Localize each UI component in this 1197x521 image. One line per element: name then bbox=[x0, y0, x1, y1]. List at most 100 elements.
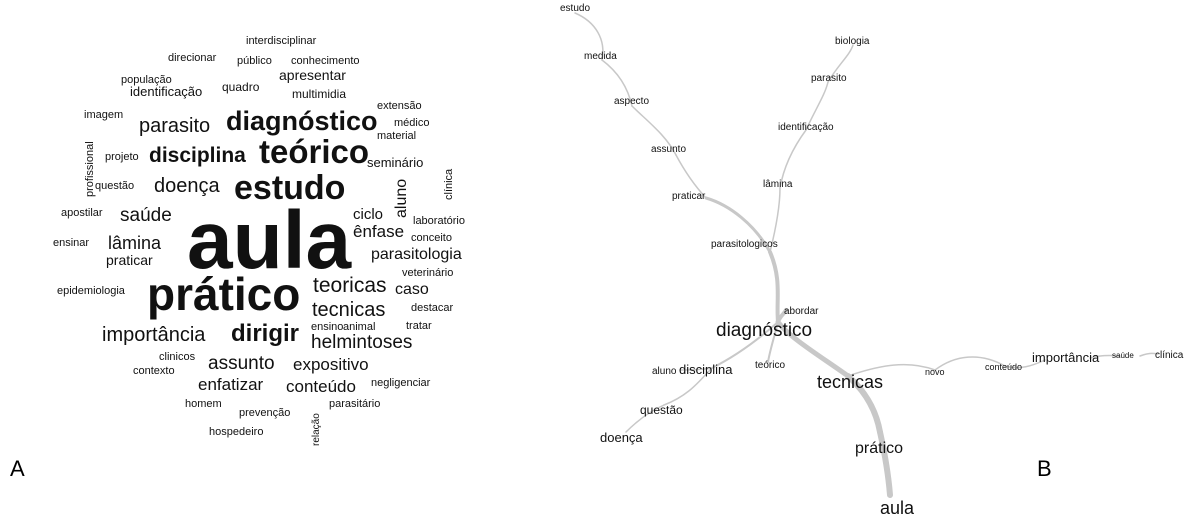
tree-node: aspecto bbox=[614, 96, 649, 107]
cloud-word: relação bbox=[311, 413, 322, 446]
cloud-word: hospedeiro bbox=[209, 426, 263, 438]
tree-node: abordar bbox=[784, 306, 819, 317]
cloud-word: helmintoses bbox=[311, 332, 412, 353]
tree-node: medida bbox=[584, 51, 617, 62]
panel-label-a: A bbox=[10, 456, 25, 481]
cloud-word: médico bbox=[394, 117, 429, 129]
cloud-word: questão bbox=[95, 180, 134, 192]
cloud-word: interdisciplinar bbox=[246, 35, 317, 47]
cloud-word: clinicos bbox=[159, 351, 196, 363]
cloud-word: prático bbox=[147, 268, 300, 320]
tree-node: assunto bbox=[651, 144, 686, 155]
tree-node: parasitologicos bbox=[711, 239, 778, 250]
tree-node: clínica bbox=[1155, 350, 1184, 361]
cloud-word: conceito bbox=[411, 232, 452, 244]
edge-aspecto-medida bbox=[601, 59, 633, 107]
cloud-word: negligenciar bbox=[371, 377, 431, 389]
edge-saude-clinica bbox=[1139, 352, 1159, 357]
cloud-word: profissional bbox=[84, 141, 96, 197]
tree-node: disciplina bbox=[679, 362, 733, 377]
tree-node: aluno bbox=[652, 366, 677, 377]
tree-node: novo bbox=[925, 367, 945, 377]
cloud-word: clínica bbox=[443, 168, 455, 200]
cloud-word: ensino bbox=[311, 321, 343, 333]
cloud-word: animal bbox=[343, 321, 375, 333]
cloud-word: população bbox=[121, 74, 172, 86]
cloud-word: parasito bbox=[139, 115, 210, 137]
cloud-word: assunto bbox=[208, 353, 275, 374]
cloud-word: teórico bbox=[259, 133, 369, 170]
tree-node: tecnicas bbox=[817, 372, 883, 392]
edge-diagnostico-parasitologicos bbox=[768, 250, 780, 324]
word-cloud: aula prático estudo teórico diagnóstico … bbox=[53, 35, 465, 446]
cloud-word: contexto bbox=[133, 365, 175, 377]
tree-node: estudo bbox=[560, 3, 590, 14]
tree-node: lâmina bbox=[763, 179, 793, 190]
edge-identificacao-parasito bbox=[805, 81, 829, 131]
cloud-word: conteúdo bbox=[286, 377, 356, 396]
cloud-word: expositivo bbox=[293, 355, 369, 374]
edge-novo-conteudo bbox=[934, 356, 1006, 371]
cloud-word: homem bbox=[185, 398, 222, 410]
tree-node: teórico bbox=[755, 360, 785, 371]
cloud-word: aula bbox=[187, 195, 352, 286]
edge-disciplina-questao bbox=[663, 367, 713, 406]
cloud-word: conhecimento bbox=[291, 55, 360, 67]
cloud-word: prevenção bbox=[239, 407, 290, 419]
cloud-word: quadro bbox=[222, 80, 260, 94]
edge-conteudo-importancia bbox=[1004, 359, 1046, 369]
cloud-word: público bbox=[237, 55, 272, 67]
cloud-word: multimidia bbox=[292, 87, 346, 101]
edge-medida-estudo bbox=[574, 12, 604, 61]
tree-node: parasito bbox=[811, 73, 847, 84]
edge-parasitologicos-lamina bbox=[769, 187, 781, 253]
panel-label-b: B bbox=[1037, 456, 1052, 481]
edge-diagnostico-disciplina bbox=[711, 321, 779, 369]
edge-parasitologicos-praticar bbox=[704, 196, 772, 254]
cloud-word: apresentar bbox=[279, 67, 346, 83]
edge-praticar-assunto bbox=[675, 154, 707, 199]
cloud-word: direcionar bbox=[168, 52, 217, 64]
cloud-word: saúde bbox=[120, 205, 172, 226]
cloud-word: praticar bbox=[106, 252, 153, 268]
edge-disciplina-aluno bbox=[679, 367, 713, 371]
cloud-word: veterinário bbox=[402, 267, 453, 279]
cloud-word: importância bbox=[102, 324, 206, 346]
edge-pratico-tecnicas bbox=[845, 373, 883, 435]
cloud-word: teoricas bbox=[313, 274, 387, 297]
cloud-word: apostilar bbox=[61, 207, 103, 219]
cloud-word: ênfase bbox=[353, 222, 404, 241]
tree-node: diagnóstico bbox=[716, 320, 812, 341]
tree-node: biologia bbox=[835, 36, 870, 47]
cloud-word: imagem bbox=[84, 109, 123, 121]
cloud-word: epidemiologia bbox=[57, 285, 126, 297]
cloud-word: material bbox=[377, 130, 416, 142]
tree-node: identificação bbox=[778, 122, 834, 133]
cloud-word: seminário bbox=[367, 155, 423, 170]
cloud-word: parasitologia bbox=[371, 246, 462, 263]
cloud-word: ensinar bbox=[53, 237, 89, 249]
tree-node: praticar bbox=[672, 191, 706, 202]
cloud-word: enfatizar bbox=[198, 375, 264, 394]
edge-questao-doenca bbox=[625, 404, 665, 433]
cloud-word: diagnóstico bbox=[226, 106, 378, 136]
tree-node: questão bbox=[640, 403, 683, 417]
cloud-word: laboratório bbox=[413, 215, 465, 227]
tree-node: doença bbox=[600, 430, 643, 445]
similarity-tree: aula prático tecnicas diagnóstico discip… bbox=[560, 3, 1184, 518]
tree-node: aula bbox=[880, 498, 915, 518]
tree-node: saúde bbox=[1112, 351, 1134, 360]
cloud-word: aluno bbox=[393, 179, 410, 218]
edge-parasito-biologia bbox=[827, 44, 854, 83]
cloud-word: ciclo bbox=[353, 206, 383, 223]
tree-node: prático bbox=[855, 440, 903, 457]
edge-importancia-saude bbox=[1089, 354, 1121, 359]
cloud-word: tratar bbox=[406, 320, 432, 332]
cloud-word: doença bbox=[154, 175, 220, 197]
edge-diagnostico-teorico bbox=[767, 321, 779, 363]
edge-tecnicas-novo bbox=[847, 363, 936, 377]
edge-aula-pratico bbox=[877, 429, 893, 498]
cloud-word: disciplina bbox=[149, 144, 246, 167]
cloud-word: identificação bbox=[130, 84, 202, 99]
